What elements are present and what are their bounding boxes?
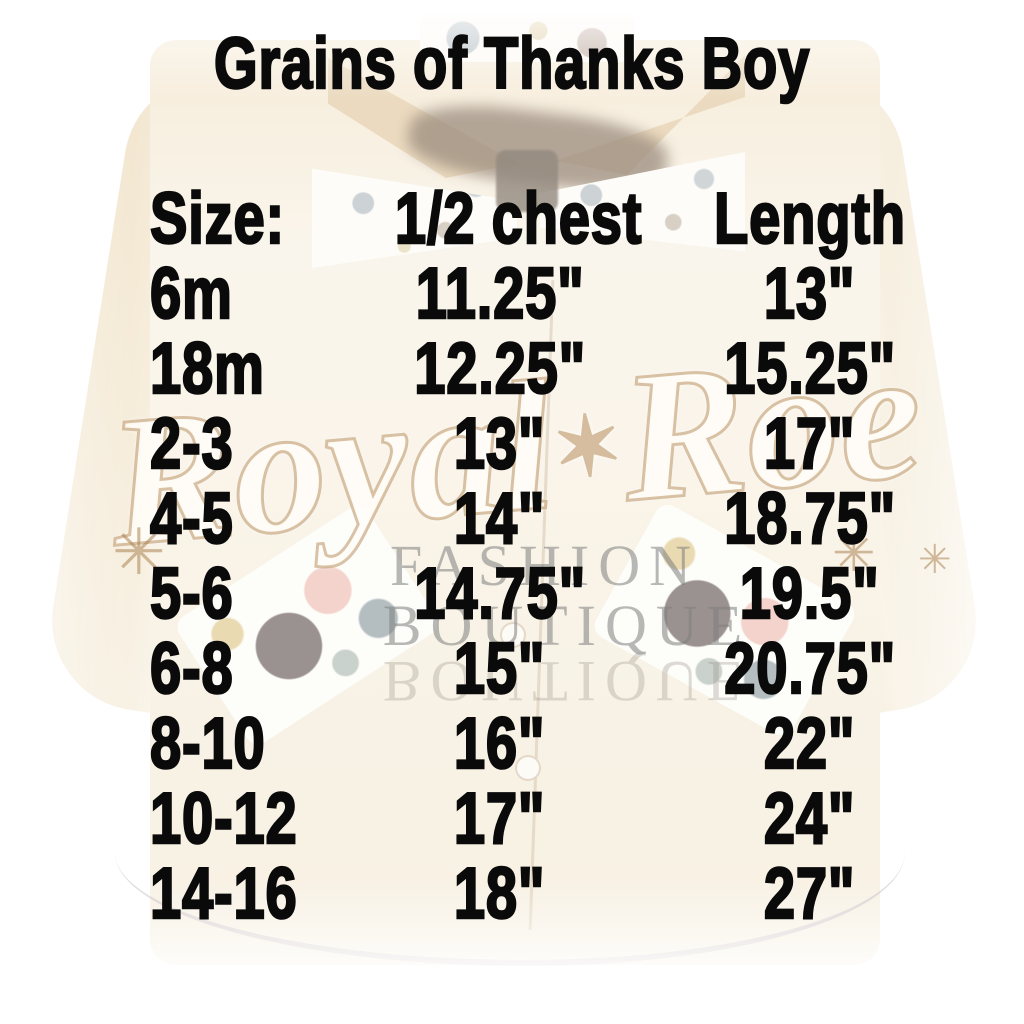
length-value: 15.25"	[723, 329, 896, 409]
half-chest-value: 11.25"	[415, 254, 585, 334]
table-row: 6m 11.25" 13"	[149, 254, 980, 334]
page-title: Grains of Thanks Boy	[213, 23, 811, 106]
half-chest-value: 14"	[453, 479, 546, 559]
size-value: 5-6	[149, 554, 234, 634]
half-chest-value: 14.75"	[413, 554, 586, 634]
length-value: 19.5"	[739, 554, 880, 634]
table-row: 8-10 16" 22"	[149, 704, 980, 784]
half-chest-value: 12.25"	[413, 329, 586, 409]
table-row: 2-3 13" 17"	[149, 404, 980, 484]
column-header-size: Size:	[149, 179, 285, 259]
table-row: 4-5 14" 18.75"	[149, 479, 980, 559]
size-value: 2-3	[149, 404, 234, 484]
table-row: 5-6 14.75" 19.5"	[149, 554, 980, 634]
size-value: 18m	[149, 329, 265, 409]
half-chest-value: 16"	[453, 704, 546, 784]
size-value: 14-16	[149, 854, 298, 934]
table-header-row: Size: 1/2 chest Length	[149, 179, 980, 259]
size-table: Size: 1/2 chest Length 6m 11.25" 13" 18m…	[149, 179, 980, 934]
size-value: 4-5	[149, 479, 234, 559]
length-value: 27"	[763, 854, 856, 934]
size-value: 6-8	[149, 629, 234, 709]
half-chest-value: 13"	[453, 404, 546, 484]
length-value: 13"	[763, 254, 856, 334]
column-header-half-chest: 1/2 chest	[394, 179, 643, 259]
size-table-rows: 6m 11.25" 13" 18m 12.25" 15.25" 2-3 13" …	[149, 254, 980, 934]
column-header-length: Length	[713, 179, 906, 259]
table-row: 18m 12.25" 15.25"	[149, 329, 980, 409]
length-value: 20.75"	[723, 629, 896, 709]
table-row: 14-16 18" 27"	[149, 854, 980, 934]
table-row: 10-12 17" 24"	[149, 779, 980, 859]
half-chest-value: 17"	[453, 779, 546, 859]
half-chest-value: 18"	[453, 854, 546, 934]
half-chest-value: 15"	[453, 629, 546, 709]
size-value: 10-12	[149, 779, 298, 859]
length-value: 17"	[763, 404, 856, 484]
length-value: 22"	[763, 704, 856, 784]
size-value: 6m	[149, 254, 233, 334]
table-row: 6-8 15" 20.75"	[149, 629, 980, 709]
size-value: 8-10	[149, 704, 266, 784]
length-value: 24"	[763, 779, 856, 859]
length-value: 18.75"	[723, 479, 896, 559]
